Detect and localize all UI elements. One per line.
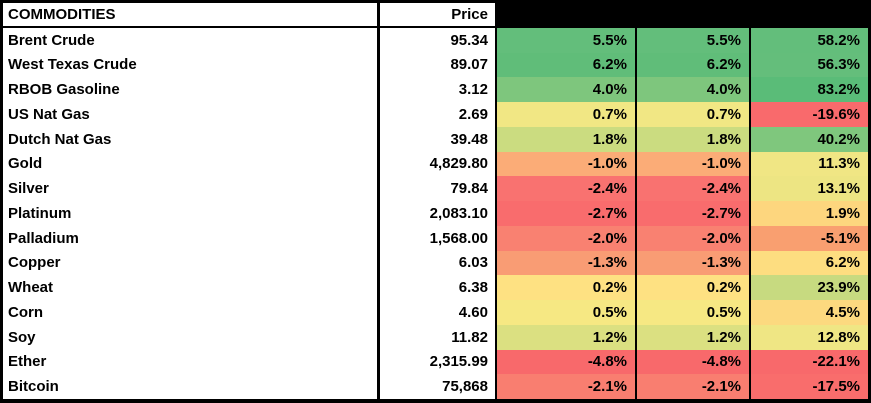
change-1-cell: 5.5%	[497, 27, 637, 53]
commodity-name: Silver	[3, 176, 380, 201]
change-3-cell: 13.1%	[751, 176, 868, 201]
price-value: 11.82	[380, 324, 497, 350]
price-value: 6.03	[380, 250, 497, 276]
commodity-name: Ether	[3, 349, 380, 375]
header-commodities: COMMODITIES	[3, 3, 380, 28]
header-change-1-blacked-out	[497, 3, 637, 28]
commodity-name: Palladium	[3, 225, 380, 251]
change-1-cell: -1.0%	[497, 151, 637, 177]
change-3-cell: 56.3%	[751, 52, 868, 78]
commodity-name: RBOB Gasoline	[3, 77, 380, 102]
change-1-cell: -2.0%	[497, 225, 637, 251]
price-value: 1,568.00	[380, 225, 497, 251]
price-value: 4.60	[380, 300, 497, 325]
change-2-cell: 5.5%	[637, 27, 751, 53]
price-value: 3.12	[380, 77, 497, 102]
price-value: 6.38	[380, 275, 497, 300]
change-3-cell: -22.1%	[751, 349, 868, 375]
price-value: 2.69	[380, 102, 497, 127]
price-value: 79.84	[380, 176, 497, 201]
price-value: 75,868	[380, 374, 497, 399]
commodity-name: Platinum	[3, 201, 380, 226]
change-1-cell: 1.2%	[497, 324, 637, 350]
change-2-cell: -1.0%	[637, 151, 751, 177]
commodity-name: Bitcoin	[3, 374, 380, 399]
commodity-name: Corn	[3, 300, 380, 325]
change-1-cell: -4.8%	[497, 349, 637, 375]
commodity-name: Copper	[3, 250, 380, 276]
change-3-cell: -5.1%	[751, 225, 868, 251]
change-2-cell: 6.2%	[637, 52, 751, 78]
change-2-cell: 1.8%	[637, 126, 751, 152]
change-2-cell: 0.5%	[637, 300, 751, 325]
change-3-cell: 23.9%	[751, 275, 868, 300]
change-2-cell: 4.0%	[637, 77, 751, 102]
commodity-name: Brent Crude	[3, 27, 380, 53]
change-1-cell: -2.7%	[497, 201, 637, 226]
change-1-cell: 6.2%	[497, 52, 637, 78]
change-2-cell: 1.2%	[637, 324, 751, 350]
change-3-cell: -17.5%	[751, 374, 868, 399]
header-price: Price	[380, 3, 497, 28]
commodity-name: West Texas Crude	[3, 52, 380, 78]
header-change-3-blacked-out	[751, 3, 868, 28]
commodity-name: Soy	[3, 324, 380, 350]
change-1-cell: 4.0%	[497, 77, 637, 102]
change-2-cell: -4.8%	[637, 349, 751, 375]
change-3-cell: -19.6%	[751, 102, 868, 127]
commodity-name: US Nat Gas	[3, 102, 380, 127]
change-1-cell: -2.1%	[497, 374, 637, 399]
change-2-cell: -2.0%	[637, 225, 751, 251]
change-3-cell: 83.2%	[751, 77, 868, 102]
change-3-cell: 11.3%	[751, 151, 868, 177]
change-1-cell: 1.8%	[497, 126, 637, 152]
price-value: 39.48	[380, 126, 497, 152]
price-value: 4,829.80	[380, 151, 497, 177]
change-1-cell: 0.2%	[497, 275, 637, 300]
change-2-cell: -2.4%	[637, 176, 751, 201]
price-value: 2,083.10	[380, 201, 497, 226]
change-1-cell: -1.3%	[497, 250, 637, 276]
change-3-cell: 12.8%	[751, 324, 868, 350]
header-change-2-blacked-out	[637, 3, 751, 28]
price-value: 89.07	[380, 52, 497, 78]
change-3-cell: 4.5%	[751, 300, 868, 325]
change-3-cell: 1.9%	[751, 201, 868, 226]
change-3-cell: 6.2%	[751, 250, 868, 276]
change-2-cell: 0.7%	[637, 102, 751, 127]
price-value: 2,315.99	[380, 349, 497, 375]
change-2-cell: -1.3%	[637, 250, 751, 276]
change-1-cell: -2.4%	[497, 176, 637, 201]
change-2-cell: -2.7%	[637, 201, 751, 226]
change-2-cell: -2.1%	[637, 374, 751, 399]
change-1-cell: 0.7%	[497, 102, 637, 127]
commodity-name: Dutch Nat Gas	[3, 126, 380, 152]
change-3-cell: 40.2%	[751, 126, 868, 152]
change-3-cell: 58.2%	[751, 27, 868, 53]
commodity-name: Wheat	[3, 275, 380, 300]
change-2-cell: 0.2%	[637, 275, 751, 300]
price-value: 95.34	[380, 27, 497, 53]
commodity-name: Gold	[3, 151, 380, 177]
change-1-cell: 0.5%	[497, 300, 637, 325]
